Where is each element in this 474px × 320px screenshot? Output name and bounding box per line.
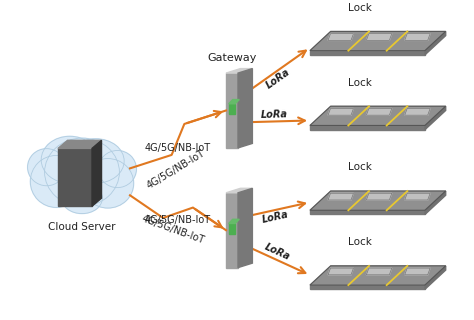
Polygon shape	[425, 266, 446, 289]
Polygon shape	[310, 266, 446, 285]
Polygon shape	[310, 125, 425, 130]
Polygon shape	[366, 268, 392, 275]
Text: 4G/5G/NB-IoT: 4G/5G/NB-IoT	[145, 215, 211, 225]
Text: Lock: Lock	[348, 3, 372, 13]
Text: Gateway: Gateway	[207, 52, 257, 63]
Polygon shape	[310, 106, 446, 125]
Ellipse shape	[98, 150, 137, 188]
Polygon shape	[58, 140, 101, 148]
Polygon shape	[226, 193, 238, 268]
Polygon shape	[310, 191, 446, 210]
Polygon shape	[238, 188, 252, 268]
Text: Lock: Lock	[348, 162, 372, 172]
Polygon shape	[226, 73, 238, 148]
Polygon shape	[405, 34, 430, 40]
Text: LoRa: LoRa	[261, 209, 290, 225]
Text: Lock: Lock	[348, 237, 372, 247]
Polygon shape	[328, 268, 354, 275]
Polygon shape	[92, 140, 101, 206]
Ellipse shape	[45, 138, 119, 206]
Text: 4G/5G/NB-IoT: 4G/5G/NB-IoT	[146, 148, 207, 191]
Polygon shape	[58, 148, 92, 206]
Polygon shape	[226, 188, 252, 193]
Polygon shape	[328, 108, 354, 115]
Polygon shape	[310, 31, 446, 51]
Text: LoRa: LoRa	[260, 109, 288, 120]
Polygon shape	[328, 34, 354, 40]
Polygon shape	[366, 34, 392, 40]
Ellipse shape	[27, 149, 66, 186]
Polygon shape	[228, 104, 235, 114]
Polygon shape	[405, 193, 430, 200]
Polygon shape	[405, 108, 430, 115]
Polygon shape	[310, 285, 425, 289]
Polygon shape	[310, 51, 425, 55]
Text: 4G/5G/NB-IoT: 4G/5G/NB-IoT	[140, 214, 206, 246]
Ellipse shape	[41, 136, 98, 183]
Polygon shape	[328, 193, 354, 200]
Polygon shape	[238, 68, 252, 148]
Polygon shape	[226, 68, 252, 73]
Text: LoRa: LoRa	[264, 67, 292, 91]
Polygon shape	[405, 268, 430, 275]
Text: Lock: Lock	[348, 77, 372, 88]
Ellipse shape	[62, 183, 102, 213]
Text: LoRa: LoRa	[263, 242, 292, 262]
Polygon shape	[366, 193, 392, 200]
Polygon shape	[228, 223, 235, 234]
Polygon shape	[228, 219, 239, 223]
Polygon shape	[228, 100, 239, 104]
Polygon shape	[425, 191, 446, 214]
Ellipse shape	[67, 139, 124, 183]
Ellipse shape	[82, 158, 134, 208]
Text: Cloud Server: Cloud Server	[48, 222, 116, 232]
Text: 4G/5G/NB-IoT: 4G/5G/NB-IoT	[145, 143, 211, 153]
Polygon shape	[366, 108, 392, 115]
Polygon shape	[310, 210, 425, 214]
Polygon shape	[425, 106, 446, 130]
Polygon shape	[425, 31, 446, 55]
Ellipse shape	[30, 156, 82, 207]
